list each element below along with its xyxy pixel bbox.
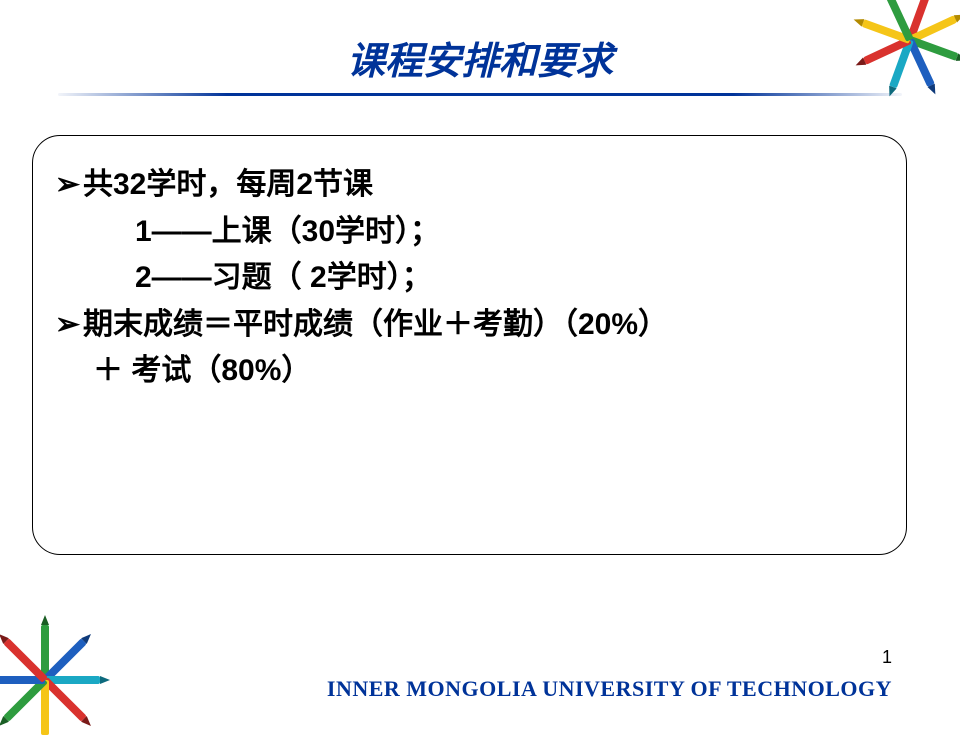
content-box: ➢共32学时，每周2节课 1——上课（30学时）； 2——习题（ 2学时）； ➢…: [32, 135, 907, 555]
bullet-marker-icon: ➢: [55, 162, 83, 209]
slide-title: 课程安排和要求: [0, 0, 960, 85]
bullet-marker-icon: ➢: [55, 302, 83, 349]
footer-university: INNER MONGOLIA UNIVERSITY OF TECHNOLOGY: [327, 676, 892, 702]
crayon-star-top-right: [850, 0, 960, 110]
sub-line-1: 1——上课（30学时）；: [55, 209, 884, 256]
sub-line-2: 2——习题（ 2学时）；: [55, 255, 884, 302]
slide-container: 课程安排和要求 ➢共32学时，每周2节课 1——上课（30学时）； 2——习题（…: [0, 0, 960, 720]
crayon-star-bottom-left: [0, 605, 120, 735]
page-number: 1: [882, 647, 892, 668]
title-underline: [58, 93, 903, 96]
bullet-2-continuation: ＋ 考试（80%）: [55, 348, 884, 395]
bullet-item-1: ➢共32学时，每周2节课: [55, 162, 884, 209]
bullet-2-text: 期末成绩＝平时成绩（作业＋考勤）（20%）: [83, 308, 668, 341]
bullet-1-text: 共32学时，每周2节课: [83, 168, 373, 201]
bullet-item-2: ➢期末成绩＝平时成绩（作业＋考勤）（20%）: [55, 302, 884, 349]
